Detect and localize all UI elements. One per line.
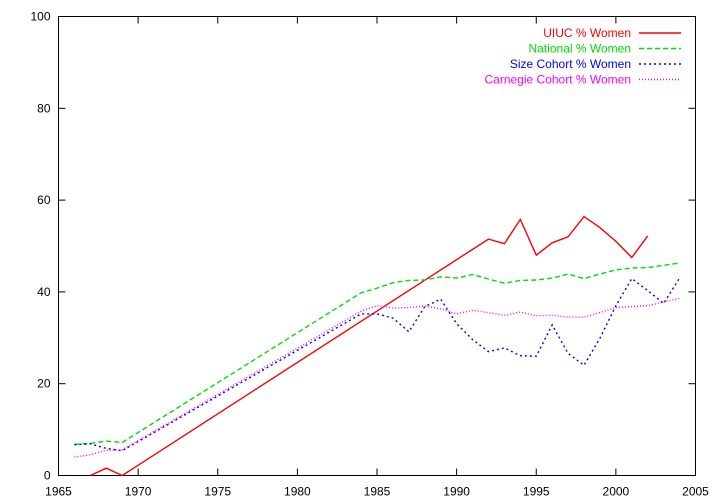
legend-label: UIUC % Women bbox=[543, 26, 631, 40]
y-tick-label: 100 bbox=[30, 10, 50, 24]
y-tick-label: 0 bbox=[44, 469, 51, 483]
y-tick-label: 80 bbox=[37, 101, 51, 115]
x-tick-label: 1965 bbox=[45, 485, 72, 499]
legend-label: Size Cohort % Women bbox=[510, 57, 631, 71]
x-tick-label: 1990 bbox=[443, 485, 470, 499]
series-line-carnegie-cohort-women bbox=[74, 297, 680, 458]
y-tick-label: 40 bbox=[37, 285, 51, 299]
x-tick-label: 2005 bbox=[682, 485, 709, 499]
axis-ticks: 1965 1970 1975 1980 1985 1990 1995 2000 2005 0 20 4… bbox=[30, 10, 709, 499]
series-lines bbox=[74, 215, 681, 477]
series-line-national-women bbox=[74, 262, 680, 445]
x-tick-label: 1995 bbox=[523, 485, 550, 499]
x-tick-label: 1970 bbox=[125, 485, 152, 499]
x-tick-label: 2000 bbox=[603, 485, 630, 499]
y-tick-label: 60 bbox=[37, 193, 51, 207]
x-tick-label: 1985 bbox=[364, 485, 391, 499]
y-tick-label: 20 bbox=[37, 377, 51, 391]
series-line-size-cohort-women bbox=[74, 277, 681, 452]
legend-label: National % Women bbox=[529, 42, 632, 56]
series-line-uiuc-women bbox=[90, 215, 649, 477]
x-tick-label: 1980 bbox=[284, 485, 311, 499]
legend-label: Carnegie Cohort % Women bbox=[484, 73, 631, 87]
x-tick-label: 1975 bbox=[204, 485, 231, 499]
